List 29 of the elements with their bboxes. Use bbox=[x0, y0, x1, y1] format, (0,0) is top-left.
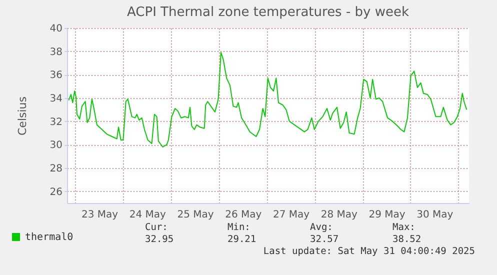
y-tick-label: 30 bbox=[50, 140, 62, 152]
text: Max: bbox=[392, 222, 416, 234]
x-tick-label: 27 May bbox=[272, 210, 310, 220]
x-tick-label: 25 May bbox=[177, 210, 214, 220]
y-tick-label: 26 bbox=[50, 186, 62, 198]
text: Avg: bbox=[310, 222, 334, 234]
text: 32.95 bbox=[145, 234, 175, 246]
text: Min: bbox=[228, 222, 252, 234]
y-tick-label: 36 bbox=[50, 70, 62, 82]
chart-title: ACPI Thermal zone temperatures - by week bbox=[126, 5, 410, 20]
x-tick-label: 30 May bbox=[416, 210, 454, 220]
y-tick-label: 28 bbox=[50, 164, 62, 174]
y-tick-label: 38 bbox=[50, 46, 62, 58]
y-tick-label: 40 bbox=[50, 24, 62, 34]
text: 38.52 bbox=[392, 234, 422, 246]
legend-label: thermal0 bbox=[25, 232, 74, 243]
x-tick-label: 23 May bbox=[81, 210, 118, 220]
text: 29.21 bbox=[228, 234, 258, 246]
y-axis-title: Celsius bbox=[16, 96, 29, 136]
x-tick-label: 24 May bbox=[129, 210, 166, 220]
text: Last update: Sat May 31 04:00:49 2025 bbox=[262, 246, 475, 258]
y-tick-label: 32 bbox=[50, 116, 62, 128]
y-tick-label: 34 bbox=[50, 94, 62, 104]
text: 32.57 bbox=[310, 234, 340, 246]
x-tick-label: 28 May bbox=[320, 210, 358, 220]
text: Cur: bbox=[145, 222, 169, 234]
x-tick-label: 26 May bbox=[225, 210, 262, 220]
x-tick-label: 29 May bbox=[368, 210, 406, 220]
line-series bbox=[68, 52, 468, 148]
